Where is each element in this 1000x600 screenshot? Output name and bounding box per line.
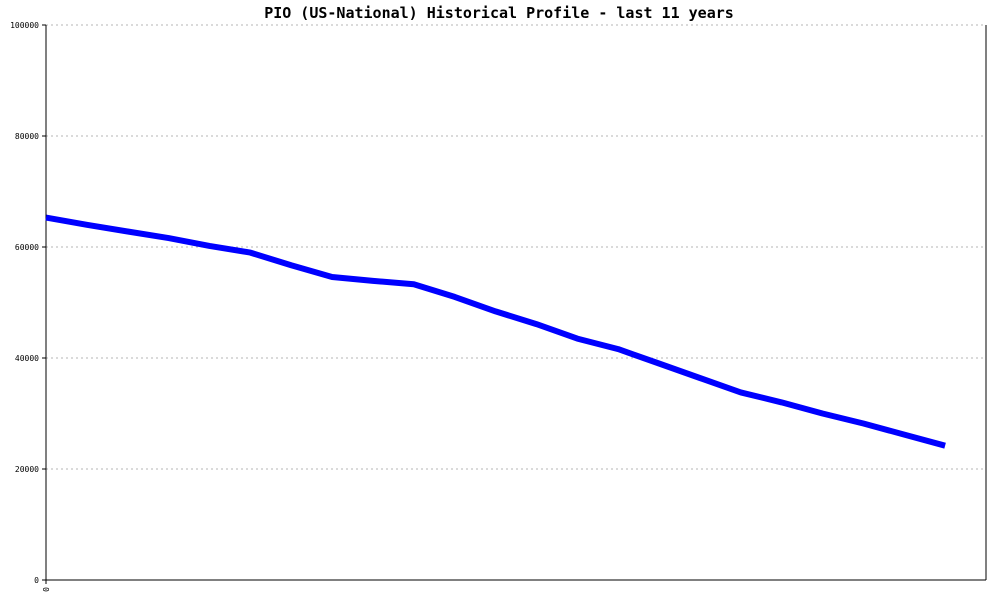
series-line: [45, 214, 946, 449]
y-tick-label: 0: [34, 576, 39, 585]
y-axis-ticks: 0 20000 40000 60000 80000 100000: [10, 21, 46, 585]
axes: [45, 25, 987, 581]
series-group: [45, 214, 946, 449]
y-tick-label: 60000: [15, 243, 39, 252]
y-tick-label: 80000: [15, 132, 39, 141]
x-tick-label: 0: [42, 587, 51, 592]
y-tick-label: 100000: [10, 21, 39, 30]
y-tick-label: 40000: [15, 354, 39, 363]
x-axis-ticks: 0: [42, 580, 51, 592]
y-tick-label: 20000: [15, 465, 39, 474]
grid-lines: [46, 24, 986, 470]
chart-title: PIO (US-National) Historical Profile - l…: [264, 4, 734, 22]
